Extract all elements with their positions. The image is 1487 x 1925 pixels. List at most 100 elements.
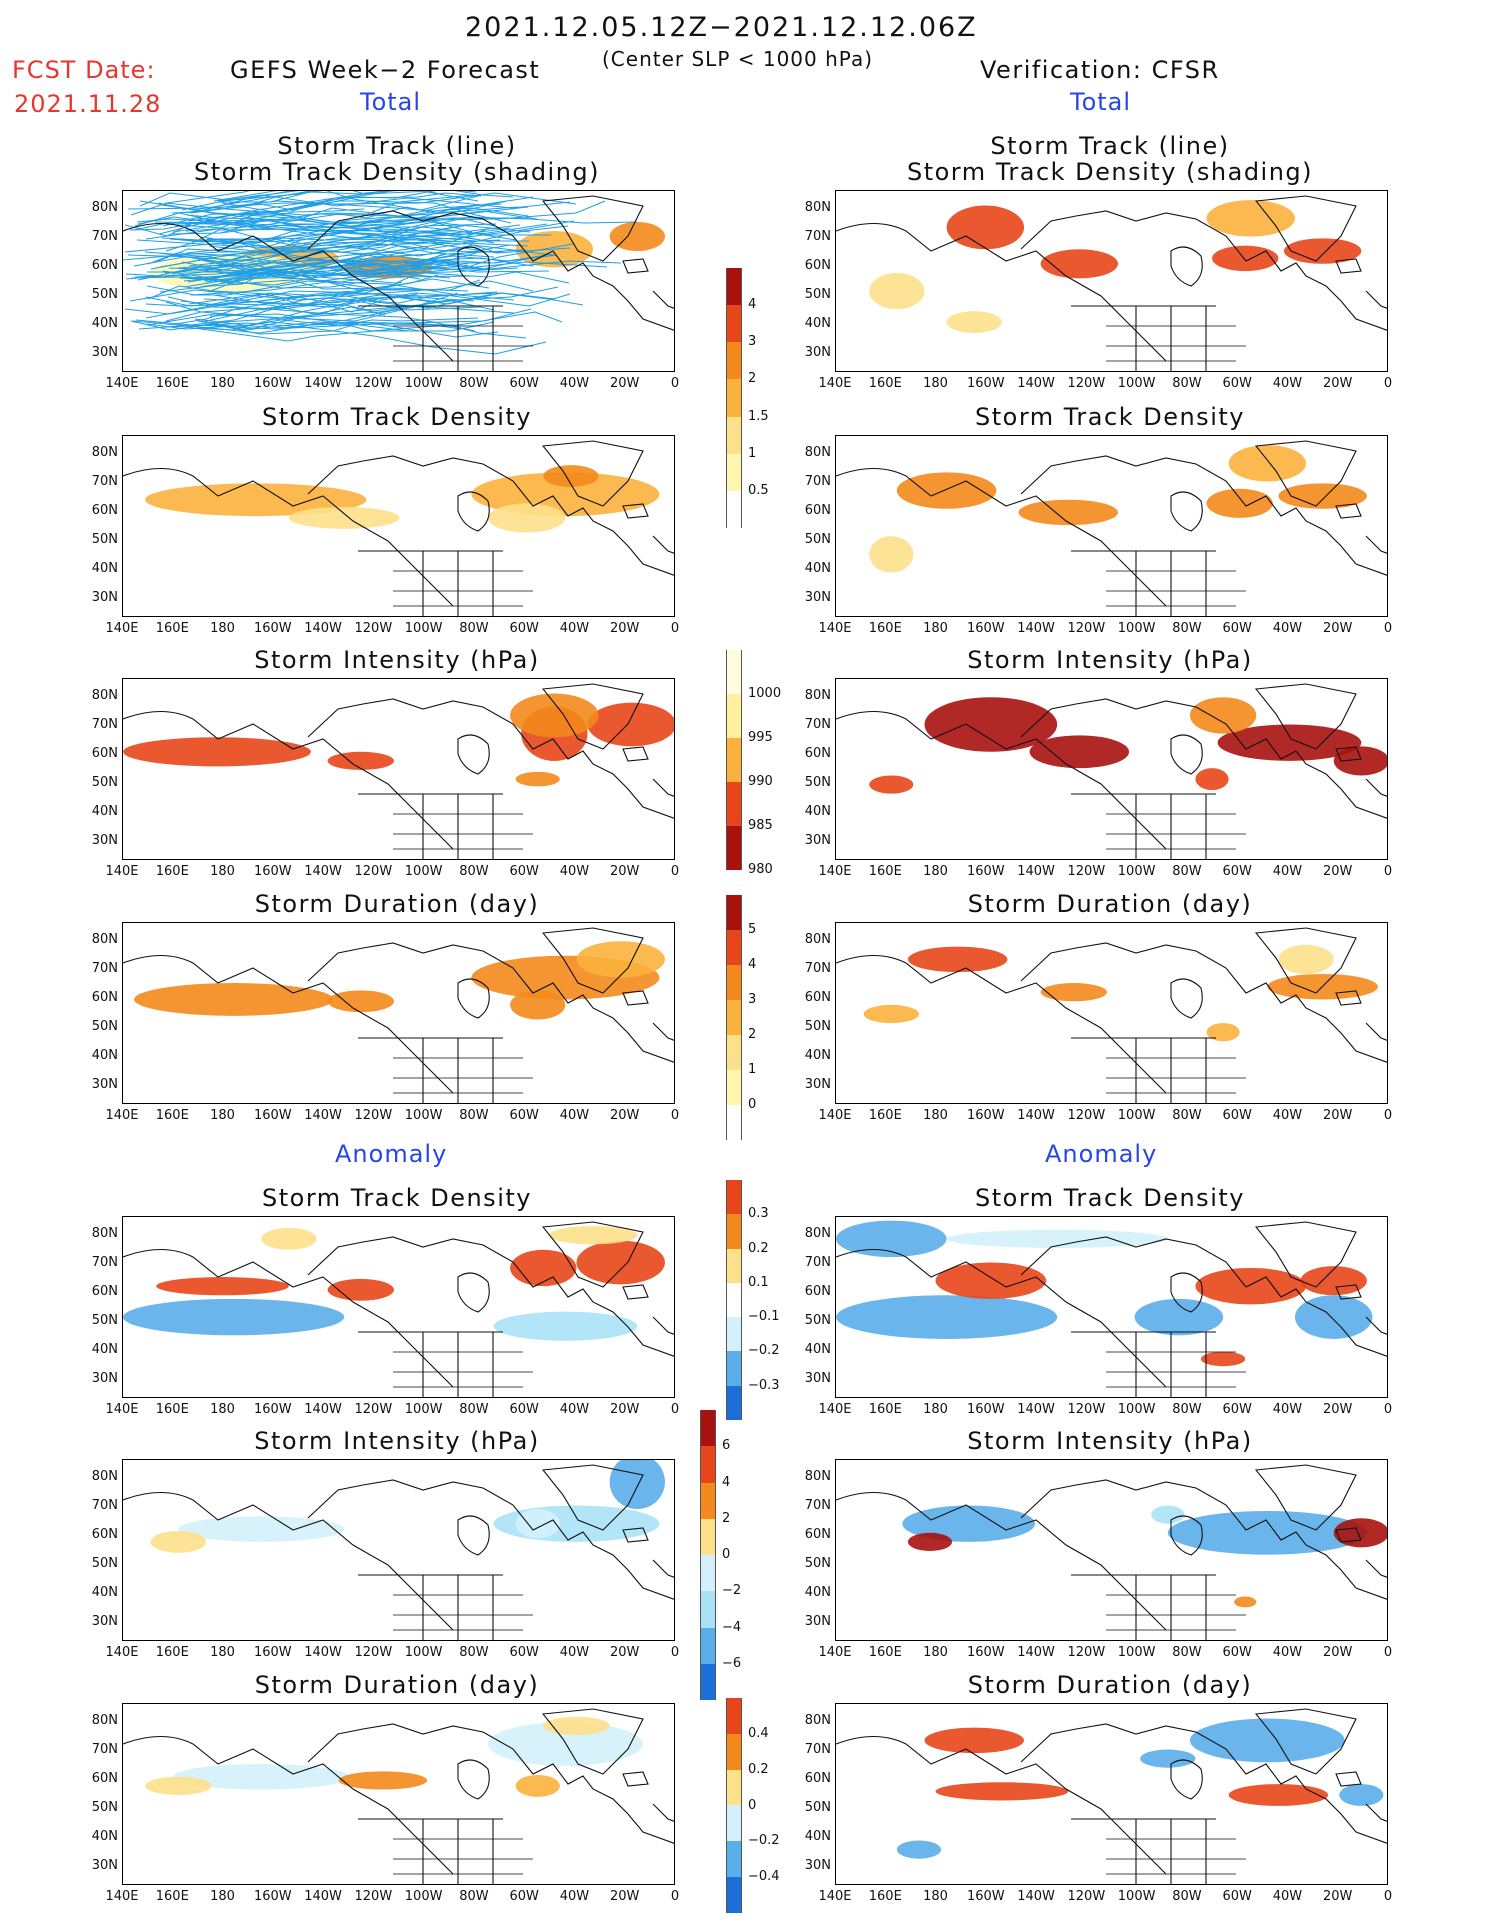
colorbar-duration_anom bbox=[726, 1698, 742, 1913]
lon-label: 20W bbox=[610, 1645, 640, 1660]
iceland bbox=[1335, 746, 1362, 762]
iceland bbox=[622, 1284, 649, 1300]
lat-label: 30N bbox=[91, 1371, 118, 1386]
lon-label: 60W bbox=[1222, 1402, 1252, 1417]
colorbar-segment bbox=[726, 1000, 742, 1035]
lat-label: 70N bbox=[91, 1255, 118, 1270]
lon-label: 40W bbox=[559, 1645, 590, 1660]
iceland bbox=[1335, 503, 1362, 519]
lat-label: 30N bbox=[91, 833, 118, 848]
coastline-outline bbox=[836, 1708, 1387, 1884]
colorbar-label: 985 bbox=[748, 818, 773, 833]
colorbar-segment bbox=[726, 1769, 742, 1806]
lat-label: 40N bbox=[804, 561, 831, 576]
field-shading bbox=[1195, 768, 1229, 791]
storm-track-line bbox=[147, 285, 475, 304]
field-shading bbox=[543, 1716, 610, 1735]
field-shading bbox=[515, 771, 560, 787]
colorbar-segment bbox=[726, 1214, 742, 1249]
lat-label: 80N bbox=[804, 688, 831, 703]
field-shading bbox=[1151, 1505, 1185, 1524]
field-shading bbox=[1029, 735, 1130, 769]
lon-label: 120W bbox=[1067, 864, 1106, 879]
lon-label: 0 bbox=[670, 1402, 680, 1417]
colorbar-segment bbox=[726, 1105, 742, 1140]
coastline-outline bbox=[836, 683, 1387, 859]
us-states-grid bbox=[1106, 1838, 1246, 1875]
lon-label: 140W bbox=[1017, 1108, 1055, 1123]
lon-label: 0 bbox=[1383, 1108, 1393, 1123]
storm-track-line bbox=[190, 278, 490, 296]
us-states-grid bbox=[393, 570, 533, 607]
greenland bbox=[1254, 1221, 1357, 1288]
lon-label: 100W bbox=[1117, 621, 1156, 636]
colorbar-label: 995 bbox=[748, 730, 773, 745]
field-shading bbox=[1228, 445, 1307, 482]
hudson-bay bbox=[457, 491, 490, 532]
asia-alaska-coast bbox=[836, 1736, 1167, 1875]
europe-coast bbox=[1365, 1316, 1387, 1335]
lon-label: 100W bbox=[404, 1645, 443, 1660]
hudson-bay bbox=[1170, 734, 1203, 775]
colorbar-label: −6 bbox=[722, 1655, 742, 1671]
lon-label: 20W bbox=[1323, 376, 1353, 391]
field-shading bbox=[1206, 200, 1295, 237]
fcst-label: FCST Date: bbox=[12, 56, 156, 84]
lon-label: 80W bbox=[459, 376, 489, 391]
map-panel bbox=[835, 190, 1388, 372]
field-shading bbox=[576, 1240, 665, 1285]
colorbar-label: 2 bbox=[722, 1510, 731, 1526]
colorbar-label: 0 bbox=[748, 1097, 757, 1112]
storm-track-line bbox=[129, 274, 439, 306]
colorbar-segment bbox=[700, 1627, 716, 1664]
lon-label: 160E bbox=[868, 1889, 902, 1904]
greenland bbox=[541, 195, 644, 262]
lon-label: 140E bbox=[818, 1108, 852, 1123]
map-panel bbox=[122, 190, 675, 372]
us-border bbox=[1071, 1037, 1216, 1103]
field-shading bbox=[946, 311, 1002, 333]
lon-label: 100W bbox=[404, 376, 443, 391]
field-shading bbox=[1278, 483, 1367, 509]
canada-coast bbox=[307, 1479, 674, 1600]
field-shading bbox=[172, 1764, 350, 1790]
lon-label: 180 bbox=[923, 1402, 948, 1417]
lon-label: 100W bbox=[1117, 1645, 1156, 1660]
us-border bbox=[358, 1818, 503, 1884]
lat-label: 60N bbox=[804, 258, 831, 273]
coastline-outline bbox=[123, 1221, 674, 1397]
canada-coast bbox=[1020, 455, 1387, 576]
lon-label: 140E bbox=[818, 864, 852, 879]
field-shading bbox=[1278, 944, 1334, 974]
europe-coast bbox=[652, 778, 674, 797]
panel-title: Storm Duration (day) bbox=[254, 890, 540, 918]
lon-label: 160E bbox=[155, 864, 189, 879]
colorbar-segment bbox=[700, 1446, 716, 1483]
lat-label: 40N bbox=[91, 1585, 118, 1600]
colorbar-segment bbox=[726, 1317, 742, 1352]
lon-label: 180 bbox=[210, 1402, 235, 1417]
lon-label: 40W bbox=[1272, 1889, 1303, 1904]
storm-track-line bbox=[219, 260, 622, 286]
us-border bbox=[358, 793, 503, 859]
lon-label: 60W bbox=[509, 1889, 539, 1904]
coastline-outline bbox=[836, 195, 1387, 371]
storm-track-line bbox=[186, 321, 495, 342]
map-panel bbox=[122, 922, 675, 1104]
lon-label: 140W bbox=[304, 621, 342, 636]
total-right: Total bbox=[1070, 88, 1132, 116]
lon-label: 60W bbox=[1222, 376, 1252, 391]
storm-track-line bbox=[168, 322, 547, 355]
storm-track-line bbox=[135, 298, 482, 326]
lon-label: 160E bbox=[155, 376, 189, 391]
canada-coast bbox=[1020, 1236, 1387, 1357]
lon-label: 40W bbox=[1272, 864, 1303, 879]
colorbar-label: −0.1 bbox=[748, 1309, 780, 1325]
colorbar-segment bbox=[726, 826, 742, 870]
colorbar-label: 3 bbox=[748, 992, 757, 1007]
lat-label: 70N bbox=[804, 1742, 831, 1757]
field-shading bbox=[907, 946, 1008, 973]
lon-label: 100W bbox=[404, 864, 443, 879]
us-border bbox=[358, 1331, 503, 1397]
lat-label: 80N bbox=[91, 1469, 118, 1484]
